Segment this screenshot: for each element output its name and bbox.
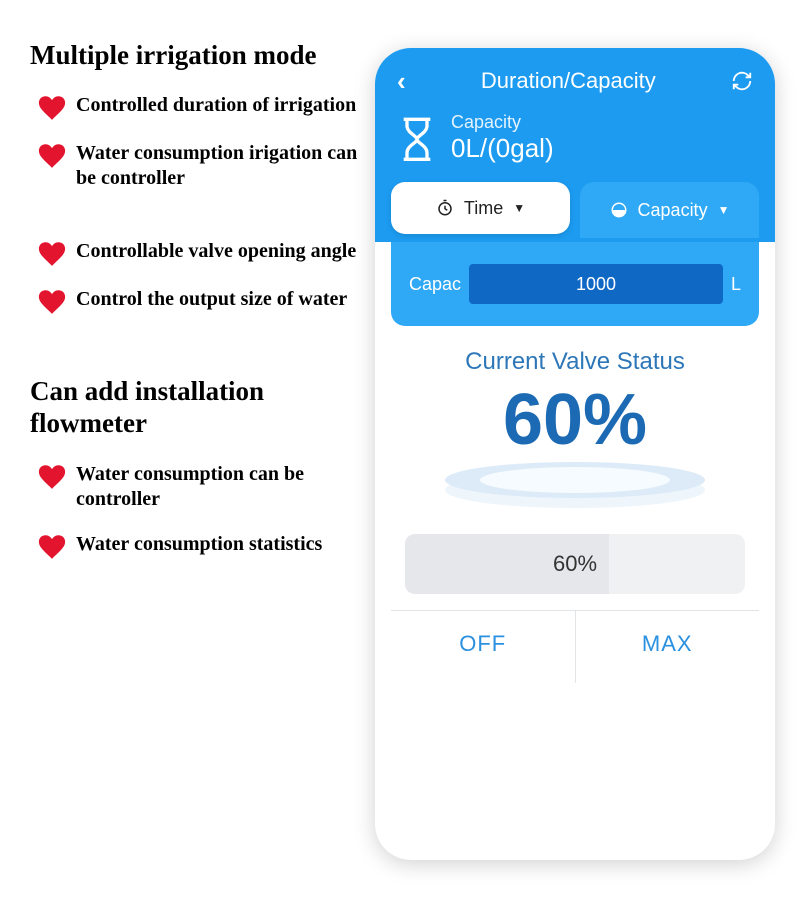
valve-slider[interactable]: 60%	[405, 534, 745, 594]
bullet-text: Water consumption irigation can be contr…	[76, 141, 360, 191]
valve-status-percent: 60%	[503, 384, 647, 456]
hourglass-icon	[397, 116, 437, 160]
heart-icon	[38, 464, 66, 490]
bullet-text: Control the output size of water	[76, 287, 347, 312]
heart-icon	[38, 95, 66, 121]
bullet-text: Controllable valve opening angle	[76, 239, 356, 264]
heart-icon	[38, 534, 66, 560]
list-item: Water consumption irigation can be contr…	[30, 141, 360, 191]
capacity-input[interactable]: 1000	[469, 264, 723, 304]
valve-slider-text: 60%	[553, 551, 597, 577]
capacity-input-unit: L	[731, 274, 741, 295]
list-item: Controlled duration of irrigation	[30, 93, 360, 121]
feature-list-left: Multiple irrigation mode Controlled dura…	[0, 0, 370, 901]
list-item: Water consumption statistics	[30, 532, 360, 560]
mode-tabs: Time ▼ Capacity ▼	[375, 182, 775, 242]
capacity-icon	[610, 201, 628, 219]
bullet-text: Water consumption can be controller	[76, 462, 360, 512]
tab-capacity-label: Capacity	[638, 200, 708, 221]
clock-icon	[436, 199, 454, 217]
chevron-down-icon: ▼	[718, 203, 730, 217]
page-title: Duration/Capacity	[481, 68, 656, 94]
max-button[interactable]: MAX	[576, 611, 760, 683]
list-item: Controllable valve opening angle	[30, 239, 360, 267]
list-item: Water consumption can be controller	[30, 462, 360, 512]
chevron-down-icon: ▼	[513, 201, 525, 215]
valve-gauge-icon	[430, 450, 720, 510]
capacity-input-label: Capac	[409, 274, 461, 295]
capacity-label: Capacity	[451, 112, 554, 133]
heart-icon	[38, 289, 66, 315]
tab-time-label: Time	[464, 198, 503, 219]
tab-time[interactable]: Time ▼	[391, 182, 570, 234]
valve-buttons: OFF MAX	[391, 610, 759, 683]
valve-status-title: Current Valve Status	[465, 348, 685, 376]
heart-icon	[38, 241, 66, 267]
capacity-input-row: Capac 1000 L	[391, 242, 759, 326]
bullet-text: Water consumption statistics	[76, 532, 322, 557]
tab-capacity[interactable]: Capacity ▼	[580, 182, 759, 238]
heart-icon	[38, 143, 66, 169]
back-icon[interactable]: ‹	[397, 68, 406, 94]
phone-mockup: ‹ Duration/Capacity Capacity 0L/(0gal) T…	[375, 48, 775, 860]
bullet-text: Controlled duration of irrigation	[76, 93, 356, 118]
phone-header: ‹ Duration/Capacity Capacity 0L/(0gal)	[375, 48, 775, 182]
list-item: Control the output size of water	[30, 287, 360, 315]
refresh-icon[interactable]	[731, 70, 753, 92]
capacity-value: 0L/(0gal)	[451, 133, 554, 164]
section-2-title: Can add installation flowmeter	[30, 375, 360, 440]
valve-status-card: Current Valve Status 60% 60% OFF MAX	[391, 348, 759, 860]
section-1-title: Multiple irrigation mode	[30, 40, 360, 71]
off-button[interactable]: OFF	[391, 611, 576, 683]
